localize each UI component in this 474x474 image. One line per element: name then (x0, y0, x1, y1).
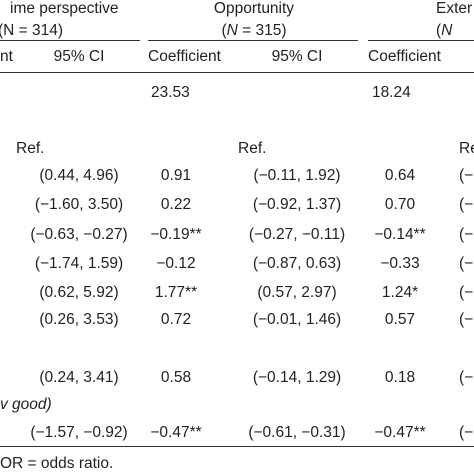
table-cell: (− (459, 226, 474, 243)
group3-n: (N (436, 22, 453, 39)
table-cell: (− (459, 196, 474, 213)
table-cell: 1.77** (154, 284, 198, 301)
table-cell: (−1.60, 3.50) (34, 196, 124, 213)
table-cell: 0.57 (384, 311, 416, 328)
group2-title: Opportunity (213, 0, 295, 17)
table-cell: (− (459, 369, 474, 386)
group3-title: Exter (436, 0, 473, 17)
subheader-coefficient-1: Coefficient (148, 48, 221, 65)
table-cell: (− (459, 424, 474, 441)
constant-coef-1: 23.53 (151, 84, 190, 101)
table-cell: (−0.92, 1.37) (252, 196, 342, 213)
group1-title: ime perspective (10, 0, 119, 17)
table-cell: (− (459, 311, 474, 328)
group2-rule (148, 40, 358, 41)
table-cell: 0.70 (384, 196, 416, 213)
table-cell: 1.24* (381, 284, 419, 301)
subheader-col0: nt (0, 48, 13, 65)
table-cell: (−0.61, −0.31) (248, 424, 346, 441)
table-cell: (−0.11, 1.92) (253, 167, 341, 184)
subheader-ci-2: 95% CI (271, 48, 323, 65)
table-cell: −0.19** (150, 226, 202, 243)
table-cell: Ref. (16, 140, 45, 157)
table-cell: 0.64 (384, 167, 416, 184)
table-cell: (0.24, 3.41) (39, 369, 119, 386)
table-cell: −0.47** (374, 424, 426, 441)
subheader-coefficient-2: Coefficient (368, 48, 441, 65)
group1-n: (N = 314) (0, 22, 64, 39)
table-cell: (0.57, 2.97) (257, 284, 337, 301)
table-cell: (0.62, 5.92) (39, 284, 119, 301)
table-cell: −0.47** (150, 424, 202, 441)
table-cell: 0.91 (160, 167, 192, 184)
table-cell: −0.14** (374, 226, 426, 243)
group1-rule (0, 40, 140, 41)
constant-coef-2: 18.24 (372, 84, 411, 101)
table-cell: (−1.74, 1.59) (34, 255, 124, 272)
table-cell: (0.44, 4.96) (39, 167, 119, 184)
table-bottom-rule (0, 446, 474, 447)
table-cell: 0.22 (160, 196, 192, 213)
table-cell: 0.18 (384, 369, 416, 386)
group3-rule (368, 40, 474, 41)
subheader-ci-1: 95% CI (53, 48, 105, 65)
table-cell: (−0.63, −0.27) (30, 226, 128, 243)
table-cell: (− (459, 167, 474, 184)
table-cell: (0.26, 3.53) (39, 311, 119, 328)
table-cell: (−0.87, 0.63) (252, 255, 342, 272)
table-cell: −0.12 (156, 255, 196, 272)
table-cell: (− (459, 255, 474, 272)
table-footnote: OR = odds ratio. (0, 455, 114, 472)
table-cell: 0.58 (160, 369, 192, 386)
table-cell: (−0.27, −0.11) (248, 226, 346, 243)
table-cell: (−0.01, 1.46) (252, 311, 342, 328)
row-section-label: v good) (0, 396, 52, 413)
table-cell: 0.72 (160, 311, 192, 328)
table-cell: (−0.14, 1.29) (252, 369, 342, 386)
table-cell: (− (459, 284, 474, 301)
table-cell: −0.33 (380, 255, 420, 272)
group2-n: (N = 315) (221, 22, 287, 39)
header-bottom-rule (0, 72, 474, 73)
table-cell: (−1.57, −0.92) (30, 424, 128, 441)
table-cell: Ref. (238, 140, 267, 157)
table-cell: Re (459, 140, 474, 157)
